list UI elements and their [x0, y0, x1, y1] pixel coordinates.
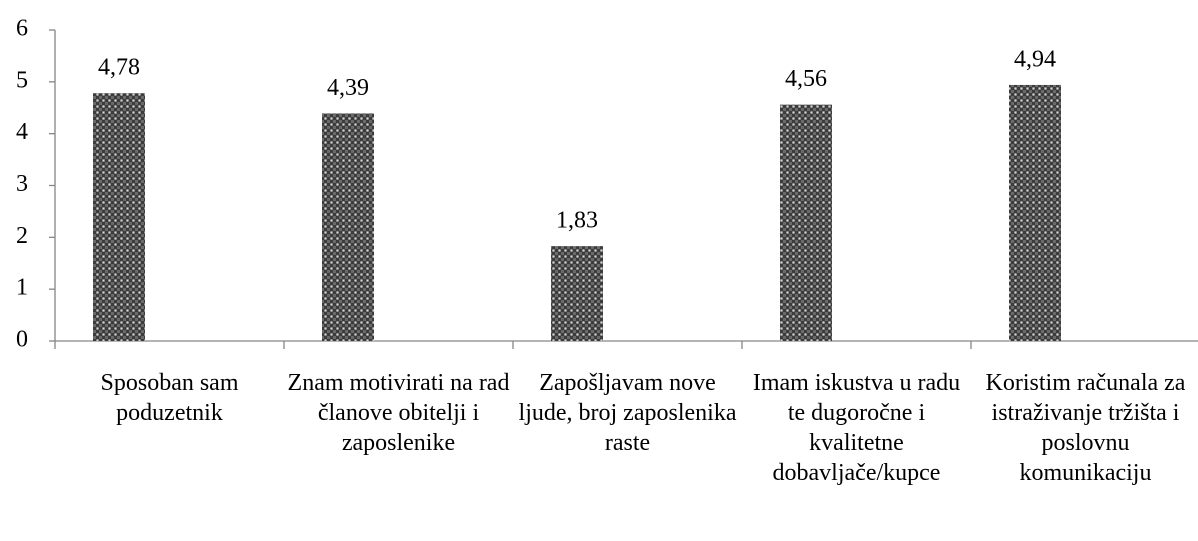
- y-tick-label: 2: [16, 223, 28, 249]
- bar: [551, 246, 603, 341]
- bar: [780, 104, 832, 341]
- x-tick-label: Koristim računala za istraživanje tržišta…: [986, 370, 1186, 486]
- data-label: 4,78: [98, 55, 140, 81]
- x-tick-label: Imam iskustva u radu te dugoročne i kvalit…: [753, 370, 960, 486]
- x-tick-label: Zapošljavam nove ljude, broj zaposlenika r…: [519, 370, 737, 456]
- x-tick-label: Sposoban sam poduzetnik: [101, 370, 239, 426]
- y-tick-label: 4: [16, 119, 28, 145]
- x-tick-label: Znam motivirati na rad članove obitelji i…: [288, 370, 510, 456]
- bar: [1009, 84, 1061, 342]
- data-label: 4,94: [1014, 46, 1056, 72]
- data-label: 1,83: [556, 208, 598, 234]
- bar: [93, 93, 145, 341]
- y-tick-label: 3: [16, 171, 28, 197]
- data-label: 4,56: [785, 66, 827, 92]
- y-tick-label: 5: [16, 67, 28, 93]
- y-tick-label: 1: [16, 275, 28, 301]
- bar: [322, 113, 374, 342]
- y-tick-label: 6: [16, 16, 28, 42]
- data-label: 4,39: [327, 75, 369, 101]
- y-tick-label: 0: [16, 327, 28, 353]
